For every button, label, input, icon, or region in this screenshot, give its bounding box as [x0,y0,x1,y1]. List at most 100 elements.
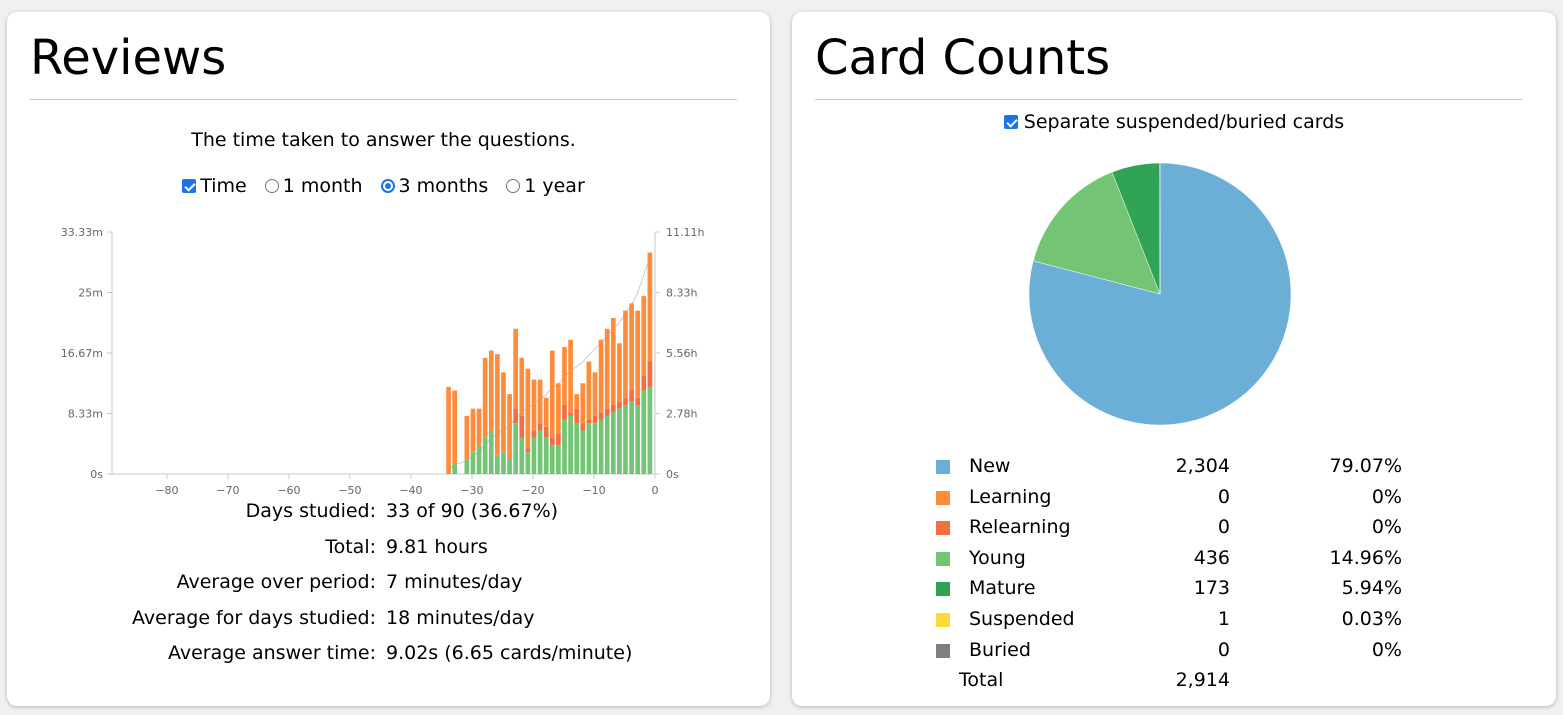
bar-young[interactable] [476,444,482,474]
range-1-year-radio[interactable] [506,179,521,193]
bar-learn[interactable] [586,361,592,420]
bar-young[interactable] [531,437,537,474]
bar-learn[interactable] [629,303,634,391]
bar-young[interactable] [598,419,604,474]
bar-learn[interactable] [623,310,628,398]
bar-learn[interactable] [452,390,458,464]
bar-learn[interactable] [641,296,647,376]
bar-young[interactable] [574,423,580,474]
time-toggle[interactable]: Time [182,175,247,197]
bar-relearn[interactable] [641,375,647,391]
bar-young[interactable] [507,459,512,474]
bar-learn[interactable] [543,397,549,427]
bar-learn[interactable] [562,346,567,406]
bar-young[interactable] [549,444,555,474]
bar-young[interactable] [537,430,543,474]
bar-relearn[interactable] [592,415,598,424]
bar-relearn[interactable] [623,397,628,406]
bar-young[interactable] [501,452,506,474]
bar-relearn[interactable] [537,423,543,431]
bar-young[interactable] [617,408,622,474]
bar-learn[interactable] [446,386,451,474]
card-counts-pie[interactable] [1028,162,1292,452]
bar-learn[interactable] [580,383,586,424]
bar-young[interactable] [513,423,519,474]
bar-relearn[interactable] [543,426,549,438]
bar-learn[interactable] [537,379,543,424]
range-3-months[interactable]: 3 months [380,175,488,197]
bar-young[interactable] [488,430,494,474]
bar-relearn[interactable] [556,434,561,445]
bar-learn[interactable] [568,339,573,413]
bar-learn[interactable] [525,368,531,449]
bar-young[interactable] [610,412,616,474]
bar-relearn[interactable] [635,397,641,406]
bar-young[interactable] [543,437,549,474]
bar-relearn[interactable] [598,412,604,420]
bar-learn[interactable] [507,394,512,460]
bar-relearn[interactable] [617,401,622,409]
bar-learn[interactable] [470,408,476,453]
bar-young[interactable] [568,415,573,474]
bar-learn[interactable] [464,415,470,460]
separate-suspended-checkbox[interactable] [1003,115,1018,129]
bar-young[interactable] [470,452,476,474]
bar-young[interactable] [647,386,653,474]
bar-learn[interactable] [495,354,500,456]
bar-learn[interactable] [519,357,525,416]
bar-learn[interactable] [488,350,494,431]
bar-young[interactable] [452,463,458,474]
bar-young[interactable] [635,405,641,474]
bar-relearn[interactable] [531,430,537,438]
review-time-chart[interactable]: 0s 8.33m 16.67m 25m 33.33m 0s 2.78h 5.56h 8.33h 1… [7,217,760,502]
bar-learn[interactable] [482,357,488,438]
bar-relearn[interactable] [549,437,555,445]
bar-young[interactable] [586,423,592,474]
bar-young[interactable] [629,401,634,474]
bar-learn[interactable] [531,379,537,431]
bar-learn[interactable] [574,394,580,409]
bar-relearn[interactable] [629,390,634,402]
bar-relearn[interactable] [513,408,519,424]
bar-learn[interactable] [610,317,616,406]
bar-young[interactable] [641,390,647,474]
bar-young[interactable] [623,405,628,474]
bar-learn[interactable] [647,252,653,362]
range-1-month-radio[interactable] [264,179,279,193]
bar-learn[interactable] [635,310,641,398]
bar-young[interactable] [562,419,567,474]
bar-learn[interactable] [513,328,519,409]
bar-relearn[interactable] [586,419,592,424]
bar-young[interactable] [604,415,610,474]
bar-relearn[interactable] [525,448,531,453]
bar-relearn[interactable] [610,405,616,413]
bar-young[interactable] [580,430,586,474]
range-1-year[interactable]: 1 year [506,175,585,197]
bar-relearn[interactable] [562,405,567,420]
bar-young[interactable] [519,437,525,474]
bar-learn[interactable] [604,328,610,409]
bar-learn[interactable] [592,372,598,416]
bar-young[interactable] [592,423,598,474]
range-1-month[interactable]: 1 month [264,175,363,197]
bar-relearn[interactable] [604,408,610,416]
bar-young[interactable] [464,459,470,474]
bar-learn[interactable] [617,343,622,402]
bar-relearn[interactable] [519,415,525,438]
bar-relearn[interactable] [647,361,653,387]
bar-young[interactable] [482,437,488,474]
bar-learn[interactable] [598,339,604,413]
bar-relearn[interactable] [568,412,573,416]
bar-learn[interactable] [556,383,561,435]
bar-learn[interactable] [549,350,555,438]
time-checkbox[interactable] [182,179,197,193]
bar-relearn[interactable] [580,423,586,431]
bar-young[interactable] [525,452,531,474]
bar-learn[interactable] [476,408,482,445]
bar-young[interactable] [556,444,561,474]
bar-relearn[interactable] [574,408,580,424]
bar-young[interactable] [495,455,500,474]
bar-learn[interactable] [501,372,506,453]
separate-suspended-toggle[interactable]: Separate suspended/buried cards [792,111,1556,133]
range-3-months-radio[interactable] [380,179,395,193]
